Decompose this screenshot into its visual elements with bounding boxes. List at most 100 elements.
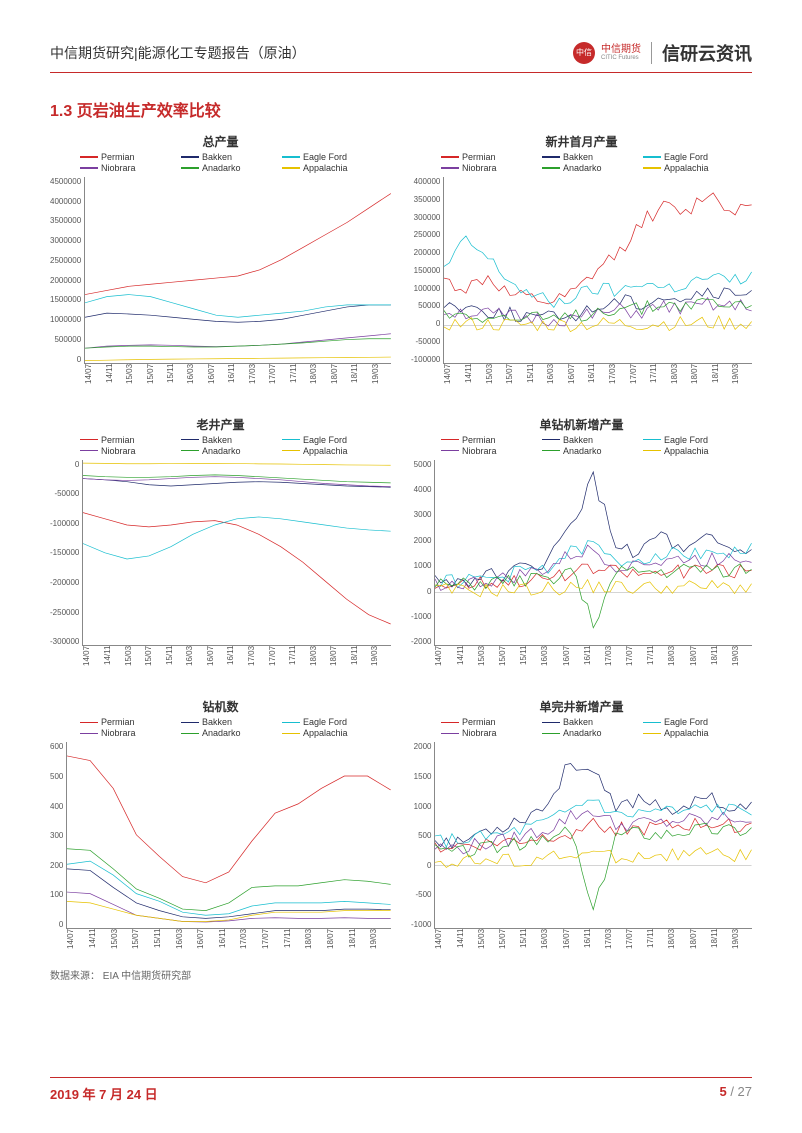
legend-item: Permian [80, 717, 181, 727]
x-tick: 15/11 [166, 364, 186, 398]
x-tick: 14/11 [105, 364, 125, 398]
footer-page: 5 / 27 [719, 1084, 752, 1103]
y-tick: -1000 [411, 612, 431, 621]
plot-area [66, 742, 391, 929]
x-tick: 15/11 [153, 929, 175, 963]
x-tick: 15/11 [519, 929, 540, 963]
chart-2: 老井产量PermianBakkenEagle FordNiobraraAnada… [50, 416, 391, 681]
legend-swatch [80, 450, 98, 452]
chart-title: 单钻机新增产量 [411, 416, 752, 433]
x-tick: 18/03 [667, 929, 688, 963]
plot-col: 14/0714/1115/0315/0715/1116/0316/0716/11… [434, 460, 752, 681]
x-tick: 18/07 [690, 364, 711, 398]
x-tick: 18/07 [689, 929, 710, 963]
x-tick: 17/07 [261, 929, 283, 963]
x-tick: 16/07 [206, 646, 227, 680]
x-axis: 14/0714/1115/0315/0715/1116/0316/0716/11… [84, 364, 391, 398]
chart-legend: PermianBakkenEagle FordNiobraraAnadarkoA… [50, 435, 391, 460]
legend-item: Niobrara [441, 728, 542, 738]
plot-wrap: 4500000400000035000003000000250000020000… [50, 177, 391, 398]
legend-item: Eagle Ford [282, 152, 383, 162]
x-tick: 18/07 [330, 364, 350, 398]
legend-item: Niobrara [80, 446, 181, 456]
y-tick: 1000000 [50, 315, 81, 324]
plot-wrap: 2000150010005000-500-100014/0714/1115/03… [411, 742, 752, 963]
legend-item: Eagle Ford [282, 435, 383, 445]
legend-label: Appalachia [303, 446, 348, 456]
legend-swatch [282, 156, 300, 158]
y-tick: 2000 [414, 536, 432, 545]
y-tick: 1500 [414, 772, 432, 781]
legend-swatch [80, 733, 98, 735]
legend-swatch [542, 450, 560, 452]
divider [651, 42, 652, 64]
legend-item: Appalachia [643, 446, 744, 456]
legend-item: Appalachia [282, 446, 383, 456]
legend-swatch [441, 722, 459, 724]
legend-swatch [181, 450, 199, 452]
legend-item: Permian [441, 152, 542, 162]
series-line [67, 861, 391, 915]
chart-0: 总产量PermianBakkenEagle FordNiobraraAnadar… [50, 133, 391, 398]
legend-item: Permian [80, 435, 181, 445]
legend-label: Eagle Ford [303, 435, 347, 445]
series-line [444, 288, 752, 321]
legend-label: Niobrara [462, 728, 497, 738]
legend-label: Appalachia [303, 728, 348, 738]
series-line [435, 472, 752, 587]
x-tick: 14/11 [88, 929, 110, 963]
legend-label: Appalachia [664, 446, 709, 456]
x-tick: 14/11 [103, 646, 124, 680]
legend-item: Anadarko [181, 728, 282, 738]
x-tick: 17/03 [608, 364, 629, 398]
x-tick: 16/03 [540, 646, 561, 680]
series-line [444, 298, 752, 326]
legend-label: Niobrara [101, 728, 136, 738]
y-tick: -250000 [50, 608, 79, 617]
y-tick: 200000 [414, 248, 441, 257]
legend-label: Bakken [563, 152, 593, 162]
series-line [435, 848, 752, 868]
legend-label: Permian [101, 152, 135, 162]
x-tick: 18/03 [309, 364, 329, 398]
x-tick: 18/11 [710, 929, 731, 963]
legend-swatch [181, 167, 199, 169]
y-tick: 0 [436, 319, 440, 328]
header-title: 中信期货研究|能源化工专题报告（原油） [50, 43, 306, 63]
legend-swatch [441, 733, 459, 735]
legend-item: Appalachia [643, 728, 744, 738]
y-tick: 400 [50, 802, 63, 811]
y-tick: 0 [75, 460, 79, 469]
x-tick: 14/07 [82, 646, 103, 680]
legend-swatch [441, 439, 459, 441]
chart-3: 单钻机新增产量 PermianBakkenEagle FordNiobraraAn… [411, 416, 752, 681]
y-tick: -100000 [411, 355, 440, 364]
section-title: 1.3 页岩油生产效率比较 [50, 97, 752, 121]
x-tick: 18/11 [710, 646, 731, 680]
x-tick: 16/03 [185, 646, 206, 680]
y-tick: -100000 [50, 519, 79, 528]
legend-label: Permian [462, 152, 496, 162]
legend-swatch [441, 450, 459, 452]
legend-swatch [181, 733, 199, 735]
chart-legend: PermianBakkenEagle FordNiobraraAnadarkoA… [411, 717, 752, 742]
legend-swatch [80, 156, 98, 158]
x-tick: 16/03 [186, 364, 206, 398]
x-tick: 15/07 [131, 929, 153, 963]
plot-wrap: 4000003500003000002500002000001500001000… [411, 177, 752, 398]
legend-label: Bakken [563, 717, 593, 727]
legend-item: Bakken [542, 435, 643, 445]
legend-swatch [542, 439, 560, 441]
x-tick: 17/11 [646, 646, 667, 680]
x-tick: 16/11 [226, 646, 247, 680]
x-tick: 17/03 [604, 929, 625, 963]
brand-cn: 中信期货 [601, 45, 641, 55]
chart-legend: PermianBakkenEagle FordNiobraraAnadarkoA… [411, 435, 752, 460]
page-footer: 2019 年 7 月 24 日5 / 27 [50, 1077, 752, 1103]
legend-swatch [282, 167, 300, 169]
legend-item: Anadarko [542, 446, 643, 456]
x-tick: 17/07 [629, 364, 650, 398]
x-tick: 19/03 [371, 364, 391, 398]
series-line [435, 579, 752, 596]
y-tick: 2000 [414, 742, 432, 751]
